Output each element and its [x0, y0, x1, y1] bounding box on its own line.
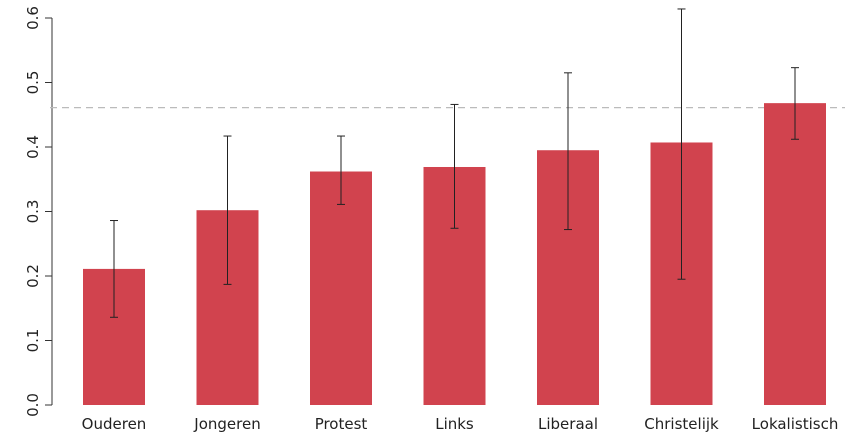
y-tick-label: 0.6	[24, 6, 42, 30]
bar	[310, 171, 372, 405]
x-axis-labels: Ouderen Jongeren Protest Links Liberaal Chris…	[82, 415, 839, 433]
x-tick-label: Protest	[315, 415, 368, 433]
bars	[83, 103, 826, 406]
error-bars	[110, 8, 799, 318]
bar	[764, 103, 826, 405]
x-tick-label: Jongeren	[193, 415, 260, 433]
x-tick-label: Ouderen	[82, 415, 147, 433]
x-tick-label: Links	[435, 415, 474, 433]
x-tick-label: Christelijk	[644, 415, 719, 433]
y-tick-label: 0.1	[24, 329, 42, 353]
y-tick-label: 0.3	[24, 200, 42, 224]
y-tick-label: 0.4	[24, 135, 42, 159]
y-tick-label: 0.0	[24, 393, 42, 417]
y-tick-label: 0.2	[24, 264, 42, 288]
x-tick-label: Liberaal	[538, 415, 598, 433]
y-tick-label: 0.5	[24, 71, 42, 95]
x-tick-label: Lokalistisch	[752, 415, 839, 433]
y-axis: 0.0 0.1 0.2 0.3 0.4 0.5 0.6	[24, 6, 53, 417]
